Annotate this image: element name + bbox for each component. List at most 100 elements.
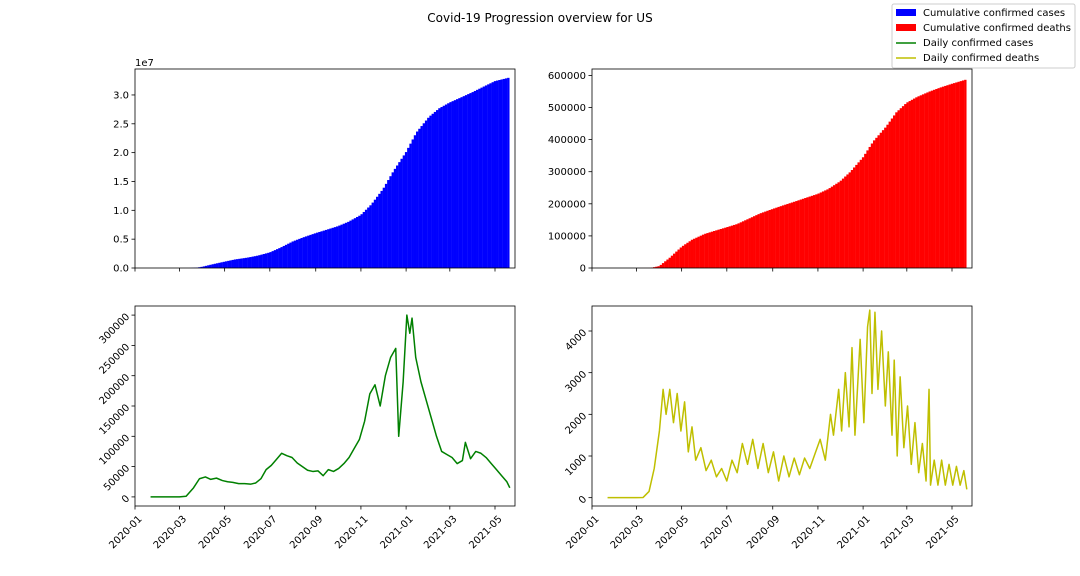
cum-deaths-bar [848, 172, 851, 268]
cum-cases-bar [367, 207, 370, 268]
cum-cases-bar [378, 193, 381, 268]
cum-cases-bar [400, 158, 403, 268]
cum-cases-bar [213, 263, 217, 268]
cum-cases-bar [427, 117, 430, 268]
cum-cases-bar [373, 199, 377, 268]
cum-cases-bar [476, 89, 479, 268]
cum-cases-bar [307, 235, 310, 268]
cum-cases-bar [449, 102, 452, 268]
cum-cases-bar [389, 176, 392, 268]
cum-cases-bar [471, 92, 474, 268]
cum-deaths-bar [708, 232, 711, 268]
cum-deaths-bar [784, 204, 787, 268]
legend-swatch-cases [896, 9, 916, 16]
cum-deaths-bar [899, 108, 903, 268]
cum-deaths-bar [655, 266, 658, 268]
cum-cases-bar [211, 264, 214, 268]
cum-deaths-bar [657, 266, 660, 268]
cum-deaths-bar [855, 164, 858, 268]
cum-deaths-bar [904, 104, 907, 268]
cum-deaths-bar [675, 251, 678, 268]
daily-cases-line [150, 314, 511, 498]
cum-deaths-bar [881, 130, 885, 268]
cum-cases-bar [504, 78, 508, 268]
cum-cases-y-tick-label: 0.5 [113, 235, 129, 246]
cum-cases-bar [436, 110, 439, 268]
cum-deaths-bar [841, 178, 845, 268]
cum-cases-bar [371, 202, 374, 268]
cum-deaths-bar [793, 201, 796, 268]
cum-cases-bar [364, 209, 368, 268]
cum-cases-bar [322, 230, 326, 268]
cum-cases-bar [200, 266, 203, 268]
cum-cases-bar [331, 227, 334, 268]
cum-cases-bar [351, 219, 354, 268]
cum-deaths-bar [653, 267, 656, 268]
cum-cases-bar [444, 104, 448, 269]
cum-deaths-bar [928, 91, 931, 268]
cum-cases-bar [329, 228, 332, 268]
cum-cases-bar [273, 250, 277, 268]
cum-deaths-y-tick-label: 400000 [548, 135, 586, 146]
cum-deaths-bar [699, 235, 703, 268]
cum-deaths-y-tick-label: 300000 [548, 167, 586, 178]
cum-deaths-bar [808, 196, 811, 268]
cum-cases-bar [424, 120, 428, 268]
cum-deaths-bar [917, 96, 920, 268]
cum-cases-bar [496, 80, 499, 268]
cum-cases-bar [491, 82, 494, 268]
cum-deaths-bar [721, 228, 725, 268]
legend-swatch-deaths [896, 24, 916, 31]
cum-cases-bar [482, 86, 486, 269]
cum-deaths-bar [921, 94, 925, 268]
cum-deaths-bar [948, 84, 951, 269]
cum-cases-bar [220, 262, 223, 268]
cum-deaths-bar [946, 85, 949, 269]
cum-cases-bar [487, 84, 490, 268]
cum-deaths-bar [873, 140, 876, 268]
cum-cases-bar [282, 245, 286, 268]
cum-deaths-bar [950, 83, 954, 268]
cum-cases-bar [429, 115, 432, 268]
cum-cases-bar [202, 266, 206, 268]
cum-deaths-bar [835, 183, 838, 268]
cum-cases-bar [407, 147, 410, 268]
cum-deaths-bar [750, 217, 754, 268]
cum-deaths-bar [697, 236, 700, 268]
cum-deaths-bar [753, 216, 756, 268]
cum-cases-bar [256, 255, 259, 268]
cum-deaths-bar [764, 211, 767, 268]
cum-cases-bar [340, 224, 343, 268]
cum-cases-bar [304, 236, 308, 268]
cum-cases-bar [358, 215, 361, 268]
cum-deaths-y-tick-label: 600000 [548, 71, 586, 82]
cum-cases-bar [207, 265, 210, 268]
cum-cases-bar [344, 222, 348, 268]
cum-deaths-bar [666, 259, 669, 268]
cum-deaths-bar [766, 210, 769, 268]
cum-cases-bar [262, 254, 266, 268]
cum-deaths-bar [924, 93, 927, 268]
cum-deaths-bar [681, 245, 685, 268]
cum-cases-bar [222, 261, 226, 268]
cum-cases-bar [473, 90, 477, 269]
cum-deaths-bar [788, 203, 791, 268]
cum-cases-bar [229, 260, 232, 268]
cum-deaths-bar [730, 225, 734, 268]
cum-deaths-bar [959, 81, 963, 268]
legend-frame [891, 3, 1076, 69]
cum-deaths-bar [813, 195, 816, 268]
cum-cases-bar [233, 259, 237, 268]
cum-deaths-bar [888, 121, 891, 269]
daily-deaths-axes-frame [591, 305, 973, 507]
cum-deaths-bar [930, 90, 934, 268]
daily-deaths-plot-area [592, 306, 972, 506]
cum-deaths-bar [761, 212, 765, 268]
cum-cases-bar [433, 111, 437, 269]
cum-deaths-bar [804, 198, 807, 268]
daily-deaths-line [607, 309, 968, 499]
cum-cases-bar [296, 239, 299, 268]
cum-deaths-bar [906, 102, 909, 268]
cum-deaths-bar [717, 229, 720, 268]
